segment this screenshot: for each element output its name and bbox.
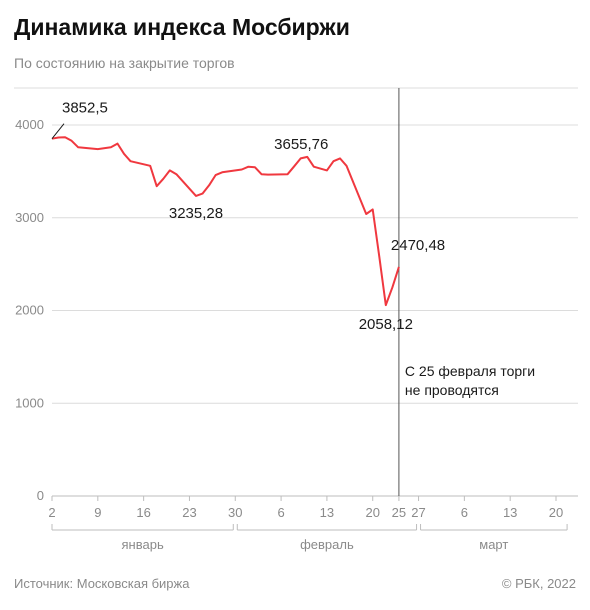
month-label: февраль — [300, 537, 354, 552]
x-tick-label: 13 — [503, 505, 517, 520]
series-line — [51, 136, 400, 307]
annotation-label: 3235,28 — [169, 205, 223, 222]
x-tick-label: 25 — [392, 505, 406, 520]
x-tick-label: 20 — [549, 505, 563, 520]
month-axis: январь февраль март — [51, 524, 568, 552]
chart-title: Динамика индекса Мосбиржи — [14, 14, 350, 40]
x-tick-label: 6 — [277, 505, 284, 520]
x-axis: 2 9 16 23 30 6 13 20 25 27 6 13 20 — [48, 496, 563, 520]
x-tick-label: 2 — [48, 505, 55, 520]
x-tick-label: 6 — [461, 505, 468, 520]
trading-halt-marker: С 25 февраля торги не проводятся — [398, 88, 535, 496]
chart-subtitle: По состоянию на закрытие торгов — [14, 55, 235, 71]
y-tick-label: 2000 — [15, 303, 44, 318]
copyright-note: © РБК, 2022 — [501, 576, 576, 591]
value-annotations: 3852,5 3235,28 3655,76 2058,12 2470,48 — [51, 100, 445, 333]
annotation-label: 3655,76 — [274, 136, 328, 153]
y-tick-label: 0 — [37, 488, 44, 503]
source-note: Источник: Московская биржа — [14, 576, 190, 591]
y-tick-label: 1000 — [15, 395, 44, 410]
y-axis: 0 1000 2000 3000 4000 — [15, 117, 44, 503]
halt-note: не проводятся — [405, 382, 499, 398]
x-tick-label: 9 — [94, 505, 101, 520]
y-tick-label: 4000 — [15, 117, 44, 132]
annotation-label: 2470,48 — [391, 237, 445, 254]
month-label: март — [479, 537, 508, 552]
y-tick-label: 3000 — [15, 210, 44, 225]
annotation-label: 2058,12 — [359, 316, 413, 333]
x-tick-label: 23 — [182, 505, 196, 520]
grid-lines — [14, 87, 578, 497]
x-tick-label: 16 — [136, 505, 150, 520]
x-tick-label: 20 — [365, 505, 379, 520]
annotation-label: 3852,5 — [62, 100, 108, 117]
index-series — [51, 136, 400, 307]
annotation-leader — [51, 123, 65, 139]
halt-note: С 25 февраля торги — [405, 363, 535, 379]
x-tick-label: 27 — [411, 505, 425, 520]
x-tick-label: 30 — [228, 505, 242, 520]
x-tick-label: 13 — [320, 505, 334, 520]
month-label: январь — [122, 537, 164, 552]
